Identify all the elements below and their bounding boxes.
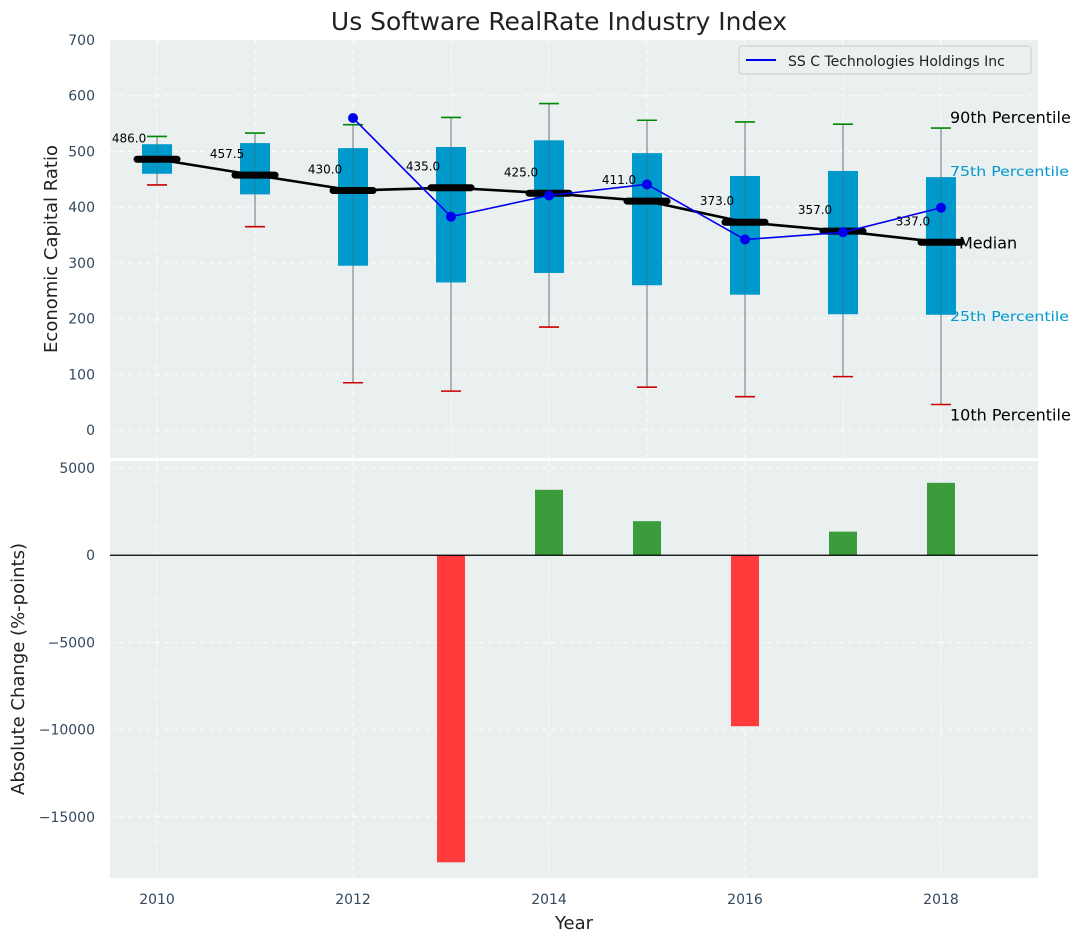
change-bars [110,482,1038,863]
top-y-axis-label: Economic Capital Ratio [41,145,62,353]
change-bar-2017 [828,531,857,556]
median-value-label: 430.0 [308,162,342,176]
x-tick-label: 2014 [531,892,567,908]
top-y-tick-label: 600 [68,89,95,105]
top-panel-background [110,40,1038,458]
series-point [739,234,750,245]
percentile-annotations: 90th Percentile 75th Percentile Median 25th… [950,108,1071,424]
annotation-p10: 10th Percentile [950,405,1071,424]
bottom-y-axis-ticks: 5000 0 −5000 −10000 −15000 [39,461,95,826]
series-point [642,179,653,190]
median-value-label: 373.0 [700,194,734,208]
x-tick-label: 2012 [335,892,371,908]
series-point [446,211,457,222]
x-tick-label: 2016 [727,892,763,908]
top-y-tick-label: 500 [68,144,95,160]
bottom-y-tick-label: −5000 [48,635,95,651]
median-value-label: 357.0 [798,203,832,217]
legend: SS C Technologies Holdings Inc [738,45,1032,75]
box-2012: 430.0 [308,123,377,384]
change-bar-2018 [926,482,955,556]
top-y-tick-label: 0 [86,423,95,439]
x-axis-ticks: 2010 2012 2014 2016 2018 [139,892,959,908]
annotation-p90: 90th Percentile [950,108,1071,127]
change-bar-2015 [633,521,662,556]
median-value-label: 457.5 [210,147,244,161]
annotation-median: Median [959,233,1017,252]
median-value-label: 435.0 [406,160,440,174]
top-y-tick-label: 300 [68,256,95,272]
box-2010: 486.0 [112,131,181,186]
top-y-tick-label: 200 [68,312,95,328]
change-bar-2014 [535,489,564,556]
bottom-panel-grid [110,461,1038,878]
series-point [544,190,555,201]
series-point [935,202,946,213]
bottom-y-tick-label: −15000 [39,810,95,826]
chart-title: Us Software RealRate Industry Index [331,7,787,36]
median-value-label: 486.0 [112,131,146,145]
x-tick-label: 2018 [923,892,959,908]
x-tick-label: 2010 [139,892,175,908]
median-value-label: 411.0 [602,173,636,187]
bottom-y-tick-label: −10000 [39,723,95,739]
top-y-axis-ticks: 0 100 200 300 400 500 600 700 [68,33,95,439]
top-y-tick-label: 400 [68,200,95,216]
annotation-p25: 25th Percentile [950,310,1069,325]
x-axis-label: Year [554,913,594,934]
change-bar-2013 [437,555,466,863]
box-2018: 337.0 [896,127,965,406]
median-value-label: 425.0 [504,165,538,179]
legend-box [738,45,1032,75]
box-2014: 425.0 [504,102,573,328]
top-y-tick-label: 100 [68,367,95,383]
change-bar-2016 [730,555,759,727]
bottom-y-axis-label: Absolute Change (%-points) [8,543,29,795]
series-point [348,113,359,124]
bottom-y-tick-label: 0 [86,548,95,564]
top-y-tick-label: 700 [68,33,95,49]
box-2011: 457.5 [210,132,279,228]
median-value-label: 337.0 [896,214,930,228]
series-point [837,227,848,238]
annotation-p75: 75th Percentile [950,165,1069,180]
company-series [348,113,946,245]
bottom-panel-background [110,461,1038,878]
bottom-y-tick-label: 5000 [59,461,95,477]
legend-label: SS C Technologies Holdings Inc [788,54,1005,70]
